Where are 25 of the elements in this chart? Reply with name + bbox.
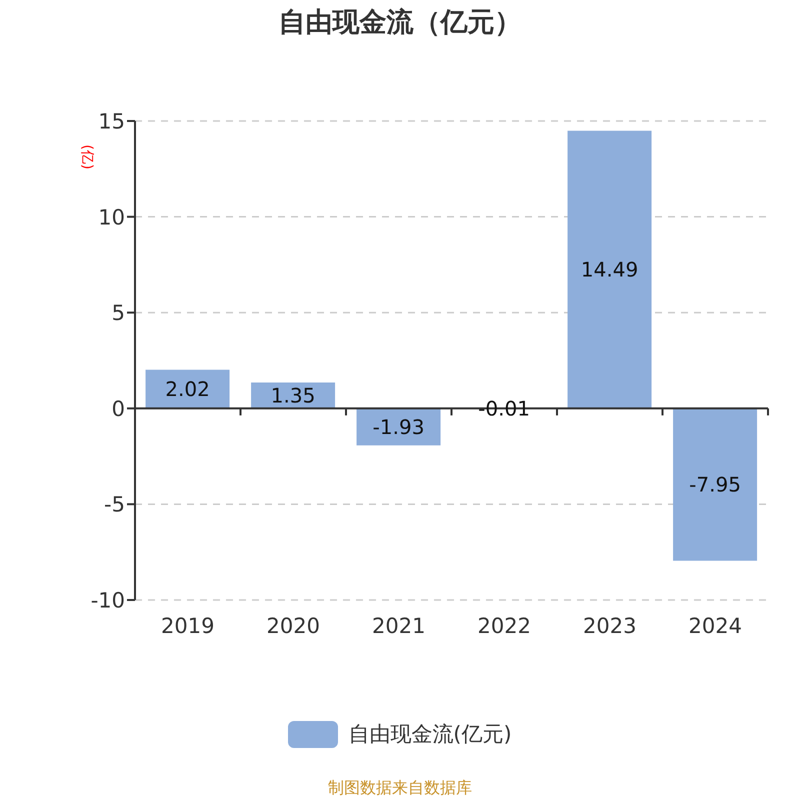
x-tick-label: 2021 <box>372 614 426 638</box>
y-axis-title: (亿) <box>79 144 95 170</box>
x-tick-label: 2024 <box>688 614 742 638</box>
y-tick-label: -5 <box>104 492 125 517</box>
bar <box>146 370 230 408</box>
y-tick-label: 0 <box>112 396 125 421</box>
y-tick-label: 10 <box>98 205 125 230</box>
bar <box>356 408 441 446</box>
y-tick-label: 5 <box>112 301 125 326</box>
data-label: 1.35 <box>270 384 316 408</box>
bar <box>673 408 758 561</box>
data-label: 14.49 <box>580 258 638 282</box>
data-label: -7.95 <box>689 472 741 497</box>
x-tick-label: 2019 <box>161 614 214 638</box>
text: 制图数据来自数据库 <box>327 778 473 799</box>
y-tick-label: -10 <box>90 588 125 612</box>
x-tick-label: 2020 <box>266 614 320 638</box>
bar <box>568 130 652 408</box>
y-tick-label: 15 <box>98 109 125 134</box>
chart-title: 自由现金流（亿元） <box>278 6 522 40</box>
data-label: 2.02 <box>165 377 210 402</box>
legend-label: 自由现金流(亿元) <box>348 721 512 748</box>
x-tick-label: 2022 <box>478 614 531 638</box>
x-tick-label: 2023 <box>583 614 636 638</box>
data-label: -1.93 <box>372 414 424 439</box>
